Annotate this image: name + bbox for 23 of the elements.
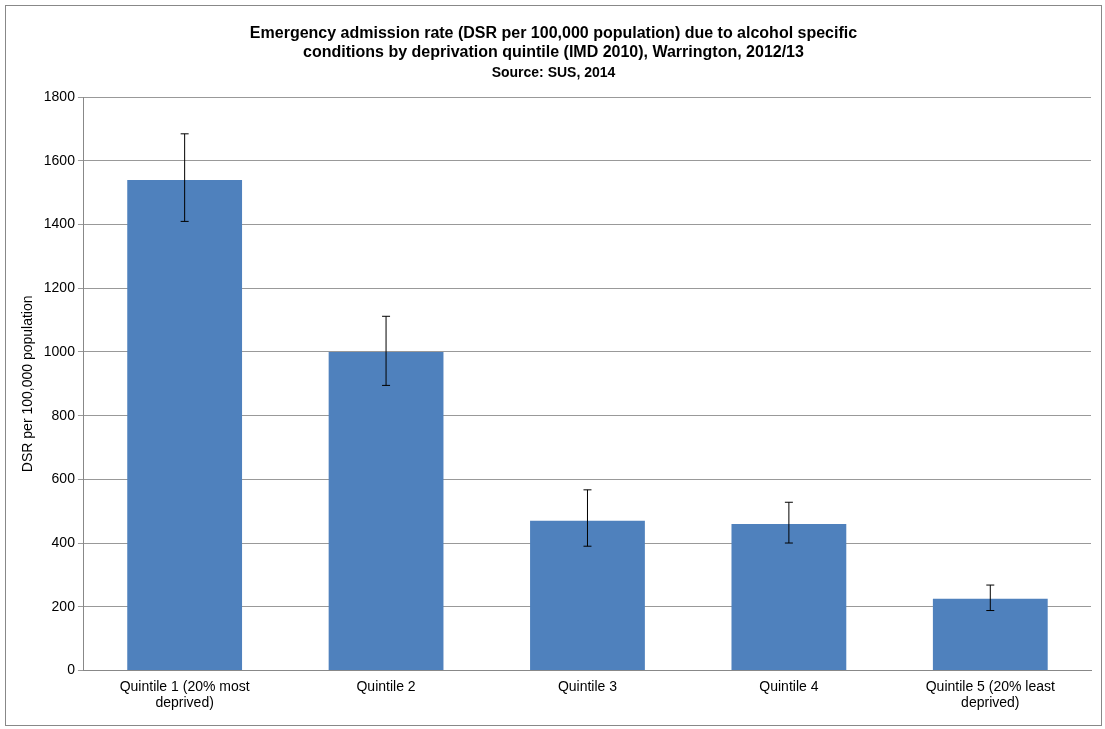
y-tick-label: 400 bbox=[51, 533, 76, 550]
y-tick-label: 200 bbox=[51, 597, 76, 614]
bar bbox=[127, 180, 243, 670]
y-tick-label: 1000 bbox=[43, 342, 76, 359]
x-tick-label: Quintile 4 bbox=[759, 677, 819, 694]
x-tick-label: Quintile 2 bbox=[356, 677, 416, 694]
bar bbox=[328, 351, 444, 670]
chart-subtitle: Source: SUS, 2014 bbox=[491, 63, 616, 80]
y-tick-label: 600 bbox=[51, 470, 76, 487]
x-tick-label: Quintile 3 bbox=[557, 677, 618, 694]
y-tick-label: 1800 bbox=[43, 88, 76, 105]
y-tick-label: 1200 bbox=[43, 279, 76, 296]
y-tick-label: 0 bbox=[67, 661, 76, 678]
x-tick-label: Quintile 1 (20% most deprived) bbox=[119, 677, 250, 711]
bar bbox=[932, 598, 1048, 670]
x-tick-label: Quintile 5 (20% least deprived) bbox=[925, 677, 1055, 711]
y-axis-title: DSR per 100,000 population bbox=[19, 295, 36, 473]
y-tick-label: 800 bbox=[51, 406, 76, 423]
chart-title: Emergency admission rate (DSR per 100,000 population) due to alcohol specific conditions by deprivation quintile (IMD 2010), Warrington, 2012/13 bbox=[249, 24, 858, 61]
bar bbox=[731, 523, 847, 670]
bar bbox=[530, 520, 645, 670]
y-tick-label: 1400 bbox=[43, 215, 76, 232]
y-tick-label: 1600 bbox=[43, 151, 76, 168]
